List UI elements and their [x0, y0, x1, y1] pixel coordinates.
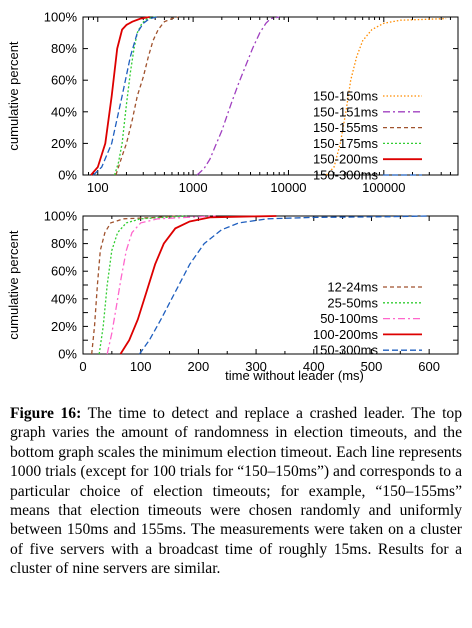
series-line-150-200ms: [90, 16, 150, 176]
y-tick-label: 60%: [51, 264, 77, 279]
series-line-150-155ms: [115, 16, 179, 176]
x-tick-label: 10000: [270, 180, 306, 195]
figure-graphs: 0%20%40%60%80%100%100 1000 10000 100000cumu…: [6, 10, 459, 383]
series-line-150-300ms: [92, 16, 158, 176]
legend-label: 12-24ms: [327, 280, 378, 295]
caption-text: The time to detect and replace a crashed…: [10, 405, 462, 578]
x-tick-label: 100: [87, 180, 109, 195]
y-axis-label: cumulative percent: [6, 41, 21, 150]
x-tick-label: 0: [79, 359, 86, 374]
legend-label: 150-150ms: [313, 89, 379, 104]
legend-label: 150-200ms: [313, 152, 379, 167]
x-tick-label: 100000: [362, 180, 405, 195]
x-tick-label: 400: [303, 359, 325, 374]
figure-caption: Figure 16: The time to detect and replac…: [10, 404, 462, 579]
series-line-150-151ms: [196, 16, 280, 176]
series-line-150-300ms: [138, 215, 430, 355]
series-line-50-100ms: [106, 215, 216, 355]
y-tick-label: 100%: [44, 10, 78, 25]
caption-label: Figure 16:: [10, 405, 82, 422]
legend-label: 150-300ms: [313, 168, 379, 183]
y-tick-label: 0%: [58, 168, 77, 183]
series-line-12-24ms: [91, 215, 176, 355]
plot-frame: [82, 16, 459, 176]
series-line-150-150ms: [325, 17, 447, 176]
legend-label: 150-300ms: [313, 343, 379, 358]
y-axis-label: cumulative percent: [6, 230, 21, 339]
legend-label: 100-200ms: [313, 327, 379, 342]
y-tick-label: 20%: [51, 319, 77, 334]
x-tick-label: 600: [418, 359, 440, 374]
y-tick-label: 0%: [58, 347, 77, 362]
legend-label: 150-175ms: [313, 136, 379, 151]
y-tick-label: 80%: [51, 41, 77, 56]
series-line-100-200ms: [119, 215, 277, 355]
x-tick-label: 100: [130, 359, 152, 374]
top-cdf-chart: 0% 20% 40% 60% 80% 100% 100 1000 10000 100000 cumu…: [6, 10, 459, 195]
plot-frame: [82, 215, 459, 355]
x-tick-label: 200: [188, 359, 210, 374]
legend-label: 150-151ms: [313, 104, 379, 119]
y-tick-label: 40%: [51, 291, 77, 306]
y-tick-label: 20%: [51, 136, 77, 151]
x-axis-label: time without leader (ms): [225, 368, 364, 383]
x-tick-label: 300: [245, 359, 267, 374]
y-tick-label: 80%: [51, 236, 77, 251]
bottom-cdf-chart: 0% 20% 40% 60% 80% 100% 0 100 200 300 400 500 600 cum…: [6, 209, 459, 383]
y-tick-label: 100%: [44, 209, 78, 224]
series-line-150-175ms: [113, 16, 156, 176]
x-tick-label: 1000: [179, 180, 208, 195]
y-tick-label: 60%: [51, 73, 77, 88]
legend-label: 150-155ms: [313, 120, 379, 135]
y-tick-label: 40%: [51, 104, 77, 119]
x-tick-label: 500: [361, 359, 383, 374]
legend-label: 25-50ms: [327, 295, 378, 310]
legend-label: 50-100ms: [320, 311, 378, 326]
series-line-25-50ms: [98, 215, 187, 355]
